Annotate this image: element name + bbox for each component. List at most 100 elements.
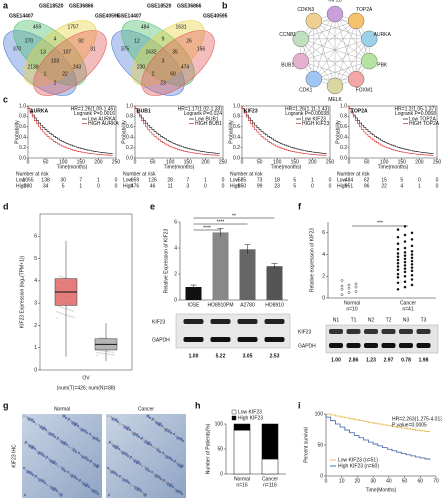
legend-label: Low TOP2A [409, 116, 436, 122]
cell [149, 443, 153, 447]
edge [300, 20, 357, 40]
cell [147, 441, 151, 445]
cell [106, 466, 110, 470]
significance: *** [377, 220, 383, 226]
gene-label: AURKA [374, 32, 392, 38]
gene-node [326, 5, 344, 23]
cell [145, 493, 147, 495]
cell [122, 424, 124, 426]
venn-set [131, 20, 205, 86]
cell [63, 469, 67, 473]
x-axis-label: Time(months) [378, 164, 409, 170]
gene-node [326, 77, 344, 95]
cell [23, 493, 27, 497]
hazard-ratio: HR=2.263(1.275-4.013) [392, 416, 442, 422]
cell [157, 475, 161, 479]
risk-count: 0 [222, 177, 225, 183]
panel-label: c [3, 94, 8, 104]
cell [76, 424, 80, 428]
x-tick-label: Cancer [262, 476, 278, 482]
risk-count: 0 [436, 177, 439, 183]
cell [96, 464, 100, 468]
data-point [403, 240, 407, 243]
cell [58, 492, 60, 494]
x-tick-label: 0 [325, 478, 328, 484]
significance: **** [217, 219, 225, 225]
venn-count: 1757 [67, 24, 78, 30]
cell [142, 492, 144, 494]
venn-count: 2 [54, 80, 57, 86]
cell [111, 417, 115, 421]
panel-label: a [3, 0, 9, 10]
cell [96, 492, 100, 496]
cell [122, 478, 126, 482]
data-point [396, 272, 400, 276]
sample-note: (num(T)=426; num(N)=88) [57, 385, 116, 391]
x-tick-label: 150 [291, 159, 300, 165]
cell [168, 456, 172, 460]
jitter-dot [103, 350, 105, 352]
hazard-ratio: HR=1.2(1.05-1.37) [394, 106, 436, 112]
survival-curve [348, 106, 434, 154]
blot-band [381, 343, 396, 348]
cell [146, 414, 150, 418]
cell [51, 433, 55, 437]
venn-count: 60 [170, 71, 176, 77]
data-point [347, 286, 351, 290]
gene-title: AURKA [30, 108, 48, 114]
data-point [396, 252, 400, 255]
cell [66, 470, 70, 474]
cell [46, 484, 48, 486]
blot-band [210, 319, 231, 324]
x-tick-label: 0 [27, 159, 30, 165]
gene-node [347, 70, 365, 88]
x-tick-label: 200 [308, 159, 317, 165]
cell [71, 421, 75, 425]
data-point [403, 260, 407, 264]
y-axis-label: Number of Patients(%) [205, 423, 211, 474]
cell [176, 462, 178, 464]
y-tick-label: 0 [220, 471, 223, 477]
cell [158, 450, 162, 454]
cell [27, 443, 29, 445]
y-tick-label: 3 [34, 300, 37, 306]
cell [28, 470, 30, 472]
data-point [403, 246, 407, 250]
cell [91, 435, 93, 437]
cell [39, 451, 41, 453]
data-point [403, 233, 407, 237]
venn-count: 1 [44, 71, 47, 77]
edge [313, 20, 370, 40]
cell [69, 473, 71, 475]
bar-segment [261, 423, 279, 460]
gene-title: KIF23 [244, 108, 258, 114]
y-tick-label: 0.6 [126, 124, 133, 130]
cell [138, 462, 142, 466]
edge [300, 38, 357, 80]
y-tick-label: 0.0 [233, 155, 240, 161]
plot-frame [348, 105, 438, 159]
cell [92, 462, 94, 464]
y-axis-label: KIF23 Expression (log₂(TPM+1)) [19, 255, 25, 328]
plot-frame [134, 105, 224, 159]
cell [165, 455, 169, 459]
y-tick-label: 0.2 [340, 145, 347, 151]
jitter-dot [108, 351, 110, 353]
cell [114, 418, 118, 422]
gene-title: TOP2A [351, 108, 368, 114]
survival-curve [134, 106, 220, 156]
risk-count: 5 [293, 183, 296, 189]
cell [110, 416, 112, 418]
data-point [403, 274, 407, 278]
data-point [347, 291, 351, 294]
risk-count: 585 [238, 177, 247, 183]
venn-count: 1631 [175, 24, 186, 30]
venn-count: 3 [162, 58, 165, 64]
venn-count: 26 [186, 38, 192, 44]
data-point [396, 242, 400, 246]
data-point [354, 290, 358, 293]
panel-label: e [150, 201, 155, 211]
cell [134, 486, 138, 490]
jitter-dot [62, 313, 64, 315]
venn-count: 2139 [27, 64, 38, 70]
